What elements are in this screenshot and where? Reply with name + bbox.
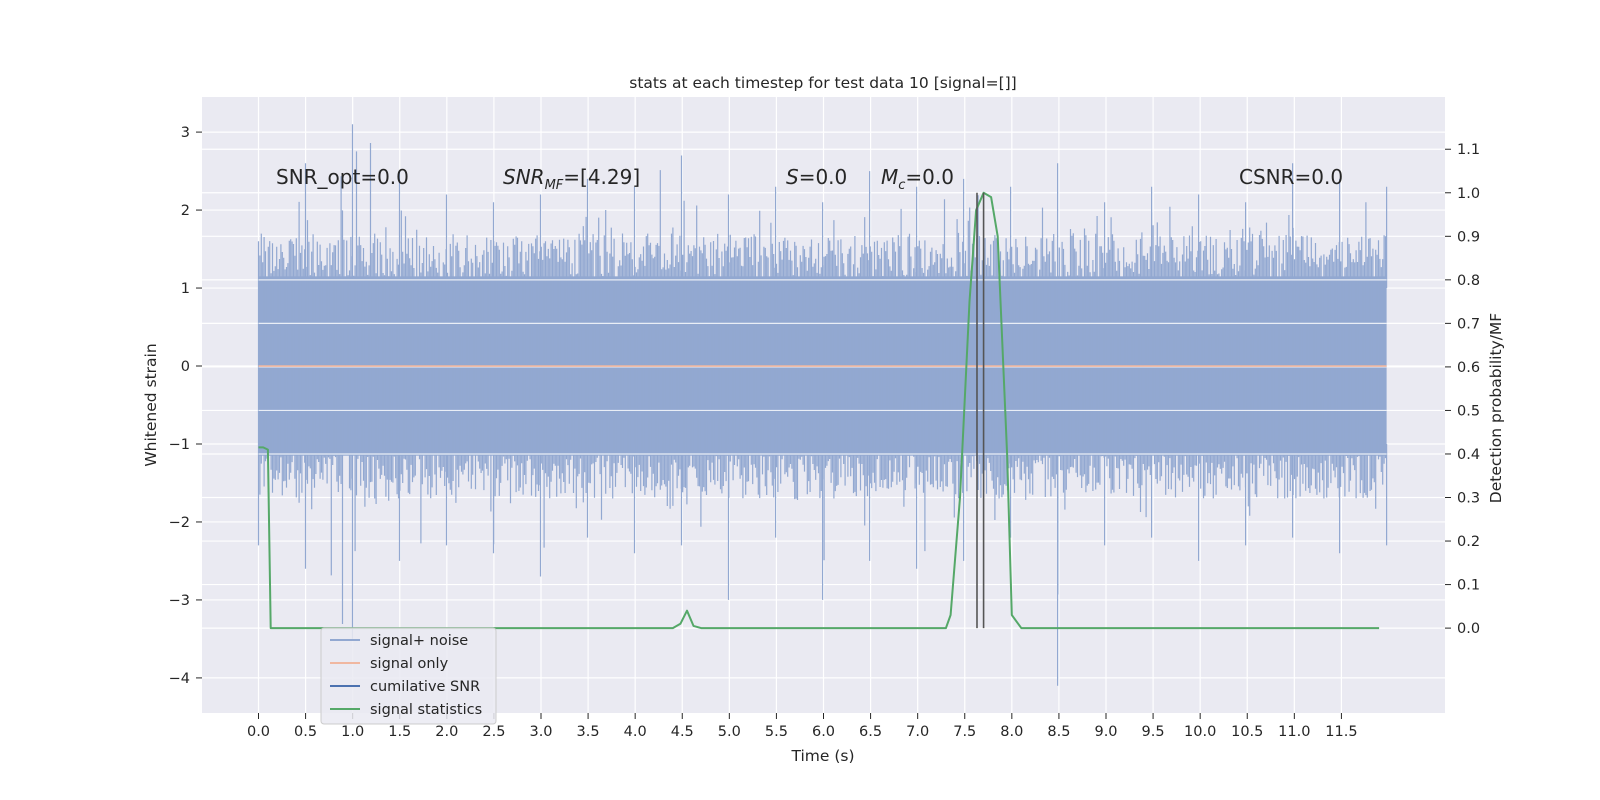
right-axis-ticks: 1.1 1.0 0.9 0.8 0.7 0.6 0.5 0.4 0.3 0.2 0.1 0.0 <box>1445 142 1480 637</box>
x-tick-label: 4.5 <box>671 724 694 740</box>
left-axis-ticks: 3 2 1 0 −1 −2 −3 −4 <box>169 125 202 687</box>
left-tick-label: −4 <box>169 671 190 687</box>
left-tick-label: −3 <box>169 593 190 609</box>
x-tick-label: 7.0 <box>906 724 929 740</box>
x-tick-label: 0.5 <box>294 724 317 740</box>
left-axis-label: Whitened strain <box>142 343 160 466</box>
left-tick-label: 1 <box>181 281 190 297</box>
right-tick-label: 0.4 <box>1457 447 1480 463</box>
right-tick-label: 0.2 <box>1457 534 1480 550</box>
annotation-s-symbol: S <box>786 165 799 189</box>
annotation-mc-subscript: c <box>898 178 905 193</box>
legend-label-cumulative-snr: cumilative SNR <box>370 679 480 695</box>
right-tick-label: 0.5 <box>1457 403 1480 419</box>
right-tick-label: 0.8 <box>1457 273 1480 289</box>
x-tick-label: 7.5 <box>953 724 976 740</box>
x-tick-label: 2.0 <box>435 724 458 740</box>
left-tick-label: 2 <box>181 203 190 219</box>
x-tick-label: 10.5 <box>1231 724 1263 740</box>
left-tick-label: −2 <box>169 515 190 531</box>
right-tick-label: 1.1 <box>1457 142 1480 158</box>
legend-label-signal-noise: signal+ noise <box>370 633 468 649</box>
x-tick-label: 6.0 <box>812 724 835 740</box>
left-tick-label: −1 <box>169 437 190 453</box>
noise-spikes <box>257 124 1388 686</box>
right-tick-label: 0.6 <box>1457 360 1480 376</box>
left-tick-label: 3 <box>181 125 190 141</box>
right-tick-label: 0.7 <box>1457 316 1480 332</box>
annotation-mc-symbol: M <box>881 165 898 189</box>
x-tick-label: 4.0 <box>624 724 647 740</box>
legend: signal+ noise signal only cumilative SNR… <box>320 627 497 725</box>
x-tick-label: 0.0 <box>247 724 270 740</box>
annotation-mc: Mc=0.0 <box>881 165 954 193</box>
annotation-mc-value: =0.0 <box>905 165 954 189</box>
x-tick-label: 11.5 <box>1325 724 1357 740</box>
x-tick-label: 1.5 <box>388 724 411 740</box>
x-tick-label: 2.5 <box>482 724 505 740</box>
x-tick-label: 5.5 <box>765 724 788 740</box>
annotation-snr-mf-symbol: SNR <box>503 165 545 189</box>
annotation-snr-mf: SNRMF=[4.29] <box>503 165 640 193</box>
legend-label-signal-statistics: signal statistics <box>370 702 482 718</box>
x-tick-label: 1.0 <box>341 724 364 740</box>
x-tick-label: 11.0 <box>1278 724 1310 740</box>
right-tick-label: 0.1 <box>1457 578 1480 594</box>
right-axis-label: Detection probability/MF <box>1487 313 1505 504</box>
annotation-snr-opt: SNR_opt=0.0 <box>276 165 409 189</box>
right-tick-label: 0.3 <box>1457 491 1480 507</box>
x-axis-label: Time (s) <box>790 747 854 765</box>
x-tick-label: 10.0 <box>1184 724 1216 740</box>
right-tick-label: 0.9 <box>1457 229 1480 245</box>
x-tick-label: 9.0 <box>1094 724 1117 740</box>
x-tick-label: 6.5 <box>859 724 882 740</box>
x-axis-ticks: 0.0 0.5 1.0 1.5 2.0 2.5 3.0 3.5 4.0 4.5 5.0 5.5 6.0 6… <box>247 713 1358 740</box>
legend-box <box>320 627 497 725</box>
x-tick-label: 5.0 <box>718 724 741 740</box>
left-tick-label: 0 <box>181 359 190 375</box>
annotation-snr-mf-value: =[4.29] <box>563 165 640 189</box>
annotations: SNR_opt=0.0 SNRMF=[4.29] S=0.0 Mc=0.0 CS… <box>276 165 1343 193</box>
annotation-s-value: =0.0 <box>799 165 848 189</box>
x-tick-label: 9.5 <box>1142 724 1165 740</box>
legend-label-signal-only: signal only <box>370 656 449 672</box>
x-tick-label: 8.0 <box>1000 724 1023 740</box>
annotation-snr-mf-subscript: MF <box>545 178 564 193</box>
x-tick-label: 3.5 <box>577 724 600 740</box>
annotation-csnr: CSNR=0.0 <box>1239 165 1343 189</box>
marker-lines <box>976 192 985 629</box>
right-tick-label: 0.0 <box>1457 621 1480 637</box>
x-tick-label: 3.0 <box>529 724 552 740</box>
chart-title: stats at each timestep for test data 10 … <box>629 74 1016 92</box>
annotation-s: S=0.0 <box>786 165 847 189</box>
x-tick-label: 8.5 <box>1047 724 1070 740</box>
right-tick-label: 1.0 <box>1457 186 1480 202</box>
